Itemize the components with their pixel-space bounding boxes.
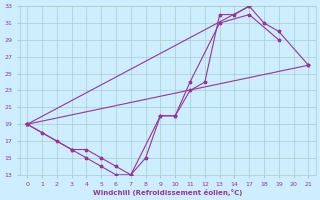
X-axis label: Windchill (Refroidissement éolien,°C): Windchill (Refroidissement éolien,°C) [93,189,243,196]
